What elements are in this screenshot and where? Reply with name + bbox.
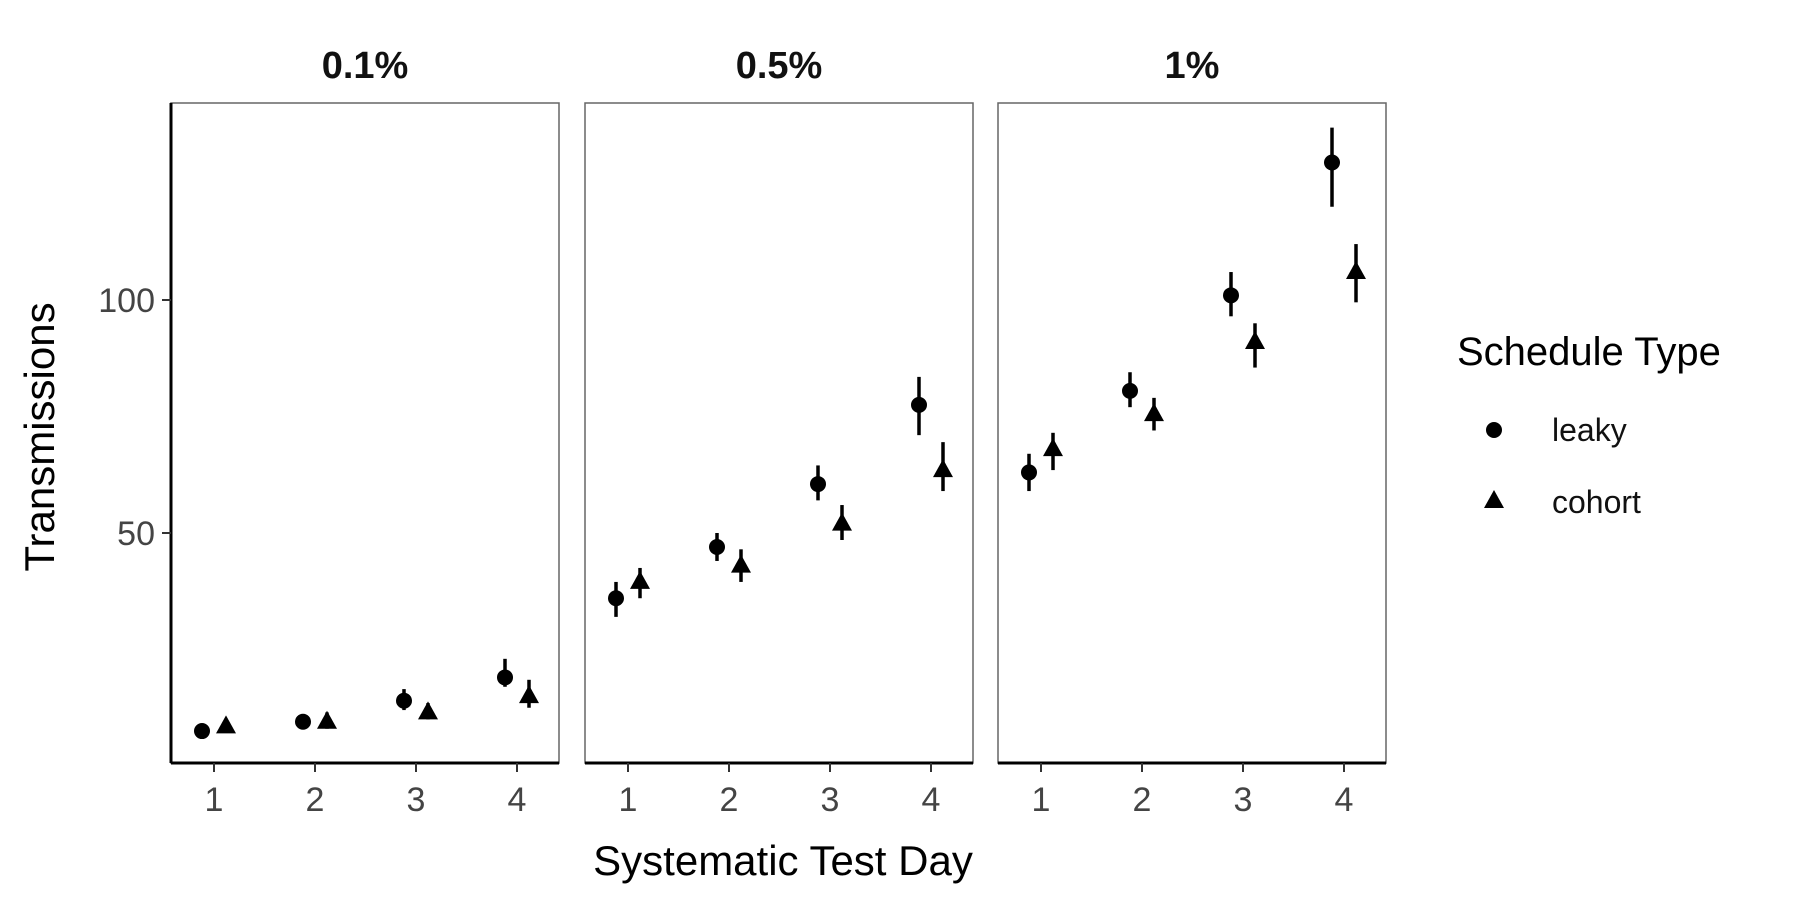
legend-label-cohort: cohort xyxy=(1552,484,1641,520)
x-tick-label: 1 xyxy=(619,781,638,819)
legend: Schedule Type leaky cohort xyxy=(1457,330,1721,520)
x-tick-label: 1 xyxy=(1032,781,1051,819)
panel-title: 0.1% xyxy=(322,45,409,87)
y-axis-title: Transmissions xyxy=(16,302,63,571)
point-leaky xyxy=(911,396,927,413)
x-axis-title: Systematic Test Day xyxy=(593,837,973,884)
panel-title: 1% xyxy=(1165,45,1220,87)
point-cohort xyxy=(418,701,438,720)
x-tick-label: 3 xyxy=(821,781,840,819)
point-leaky xyxy=(608,590,624,607)
point-leaky xyxy=(810,476,826,493)
point-leaky xyxy=(1223,287,1239,304)
point-cohort xyxy=(216,715,236,734)
panel-1: 0.1% 1 2 3 4 50 100 xyxy=(98,45,560,819)
x-tick-label: 1 xyxy=(205,781,224,819)
panel-title: 0.5% xyxy=(736,45,823,87)
x-tick-label: 2 xyxy=(306,781,325,819)
legend-marker-cohort xyxy=(1484,490,1504,508)
panel-3: 1% 1 2 3 4 xyxy=(997,45,1387,819)
point-leaky xyxy=(295,713,311,730)
x-tick-label: 3 xyxy=(407,781,426,819)
y-tick-label: 100 xyxy=(98,282,155,320)
point-cohort xyxy=(630,570,650,589)
legend-title: Schedule Type xyxy=(1457,330,1721,374)
point-cohort xyxy=(832,512,852,531)
point-cohort xyxy=(1043,438,1063,457)
x-tick-label: 4 xyxy=(922,781,941,819)
point-cohort xyxy=(1144,403,1164,422)
panels-layer: 0.1% 1 2 3 4 50 100 0.5% 1 2 3 4 1% 1 2 3 4 xyxy=(98,45,1387,819)
legend-label-leaky: leaky xyxy=(1552,412,1627,448)
x-tick-label: 2 xyxy=(720,781,739,819)
point-cohort xyxy=(1245,330,1265,349)
panel-border xyxy=(170,102,560,764)
y-tick-label: 50 xyxy=(117,515,155,553)
point-leaky xyxy=(497,669,513,686)
point-leaky xyxy=(194,723,210,740)
point-leaky xyxy=(1122,382,1138,399)
point-cohort xyxy=(731,554,751,573)
point-cohort xyxy=(519,685,539,704)
point-cohort xyxy=(317,710,337,729)
point-cohort xyxy=(933,459,953,478)
point-cohort xyxy=(1346,261,1366,280)
x-tick-label: 4 xyxy=(1335,781,1354,819)
x-tick-label: 2 xyxy=(1133,781,1152,819)
panel-border xyxy=(584,102,974,764)
x-tick-label: 4 xyxy=(508,781,527,819)
point-leaky xyxy=(1021,464,1037,481)
legend-marker-leaky xyxy=(1486,422,1502,438)
point-leaky xyxy=(396,692,412,709)
point-leaky xyxy=(709,538,725,555)
point-leaky xyxy=(1324,154,1340,171)
panel-border xyxy=(997,102,1387,764)
panel-2: 0.5% 1 2 3 4 xyxy=(584,45,974,819)
x-tick-label: 3 xyxy=(1234,781,1253,819)
